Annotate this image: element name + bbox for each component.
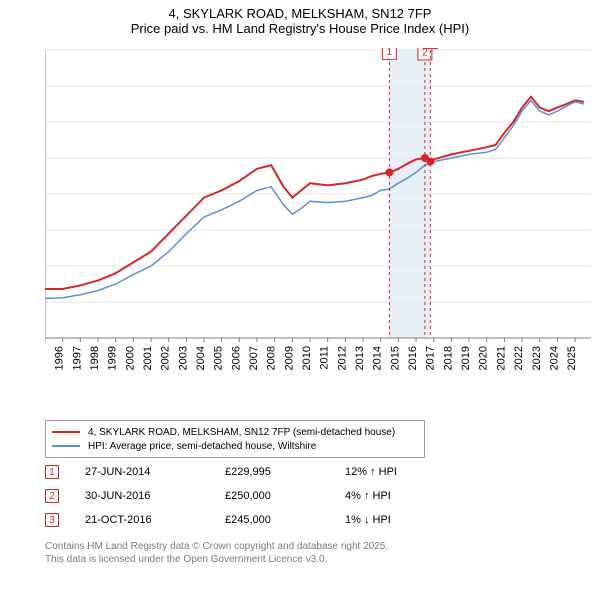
x-tick-label: 2008 [266, 346, 278, 370]
x-tick-label: 2001 [142, 346, 154, 370]
x-tick-label: 2002 [160, 346, 172, 370]
legend: 4, SKYLARK ROAD, MELKSHAM, SN12 7FP (sem… [45, 420, 425, 458]
x-tick-label: 2007 [248, 346, 260, 370]
x-tick-label: 2024 [548, 346, 560, 370]
price-chart: £0£50K£100K£150K£200K£250K£300K£350K£400… [45, 48, 593, 378]
chart-titles: 4, SKYLARK ROAD, MELKSHAM, SN12 7FP Pric… [0, 0, 600, 36]
table-row: 3 21-OCT-2016£245,0001% ↓ HPI [45, 508, 465, 532]
x-tick-label: 2018 [442, 346, 454, 370]
table-row: 2 30-JUN-2016£250,0004% ↑ HPI [45, 484, 465, 508]
x-tick-label: 2016 [407, 346, 419, 370]
txn-price: £245,000 [225, 514, 345, 526]
txn-price: £229,995 [225, 466, 345, 478]
footer-line1: Contains HM Land Registry data © Crown c… [45, 540, 388, 553]
txn-price: £250,000 [225, 490, 345, 502]
legend-swatch [52, 445, 80, 447]
txn-delta: 12% ↑ HPI [345, 466, 465, 478]
x-tick-label: 2013 [354, 346, 366, 370]
title-subtitle: Price paid vs. HM Land Registry's House … [0, 21, 600, 36]
x-tick-label: 2010 [301, 346, 313, 370]
legend-label: HPI: Average price, semi-detached house,… [88, 441, 316, 452]
x-tick-label: 2015 [389, 346, 401, 370]
txn-date: 30-JUN-2016 [85, 490, 225, 502]
x-tick-label: 2020 [478, 346, 490, 370]
x-tick-label: 2003 [177, 346, 189, 370]
x-tick-label: 1999 [107, 346, 119, 370]
txn-date: 21-OCT-2016 [85, 514, 225, 526]
marker-label-text: 1 [387, 48, 393, 58]
marker-dot [385, 168, 393, 176]
x-tick-label: 2011 [319, 346, 331, 370]
x-tick-label: 1996 [54, 346, 66, 370]
legend-swatch [52, 431, 80, 433]
x-tick-label: 1997 [71, 346, 83, 370]
x-tick-label: 2004 [195, 346, 207, 370]
title-address: 4, SKYLARK ROAD, MELKSHAM, SN12 7FP [0, 6, 600, 21]
x-tick-label: 2021 [495, 346, 507, 370]
footer-line2: This data is licensed under the Open Gov… [45, 553, 388, 566]
legend-row: HPI: Average price, semi-detached house,… [52, 439, 418, 453]
x-tick-label: 2000 [124, 346, 136, 370]
txn-date: 27-JUN-2014 [85, 466, 225, 478]
x-tick-label: 2006 [230, 346, 242, 370]
marker-label-text: 2 [422, 48, 428, 59]
x-tick-label: 1998 [89, 346, 101, 370]
marker-label-box [423, 48, 437, 49]
x-tick-label: 2023 [531, 346, 543, 370]
x-tick-label: 2005 [213, 346, 225, 370]
txn-number: 2 [45, 489, 59, 503]
footer-attribution: Contains HM Land Registry data © Crown c… [45, 540, 388, 566]
txn-delta: 1% ↓ HPI [345, 514, 465, 526]
x-tick-label: 2017 [425, 346, 437, 370]
txn-delta: 4% ↑ HPI [345, 490, 465, 502]
txn-number: 3 [45, 513, 59, 527]
legend-row: 4, SKYLARK ROAD, MELKSHAM, SN12 7FP (sem… [52, 425, 418, 439]
x-tick-label: 2022 [513, 346, 525, 370]
legend-label: 4, SKYLARK ROAD, MELKSHAM, SN12 7FP (sem… [88, 427, 395, 438]
marker-dot [426, 158, 434, 166]
x-tick-label: 2014 [372, 346, 384, 370]
x-tick-label: 2025 [566, 346, 578, 370]
x-tick-label: 2009 [283, 346, 295, 370]
x-tick-label: 2012 [336, 346, 348, 370]
x-tick-label: 1995 [45, 346, 48, 370]
x-tick-label: 2019 [460, 346, 472, 370]
transactions-table: 1 27-JUN-2014£229,99512% ↑ HPI 2 30-JUN-201… [45, 460, 465, 532]
table-row: 1 27-JUN-2014£229,99512% ↑ HPI [45, 460, 465, 484]
txn-number: 1 [45, 465, 59, 479]
